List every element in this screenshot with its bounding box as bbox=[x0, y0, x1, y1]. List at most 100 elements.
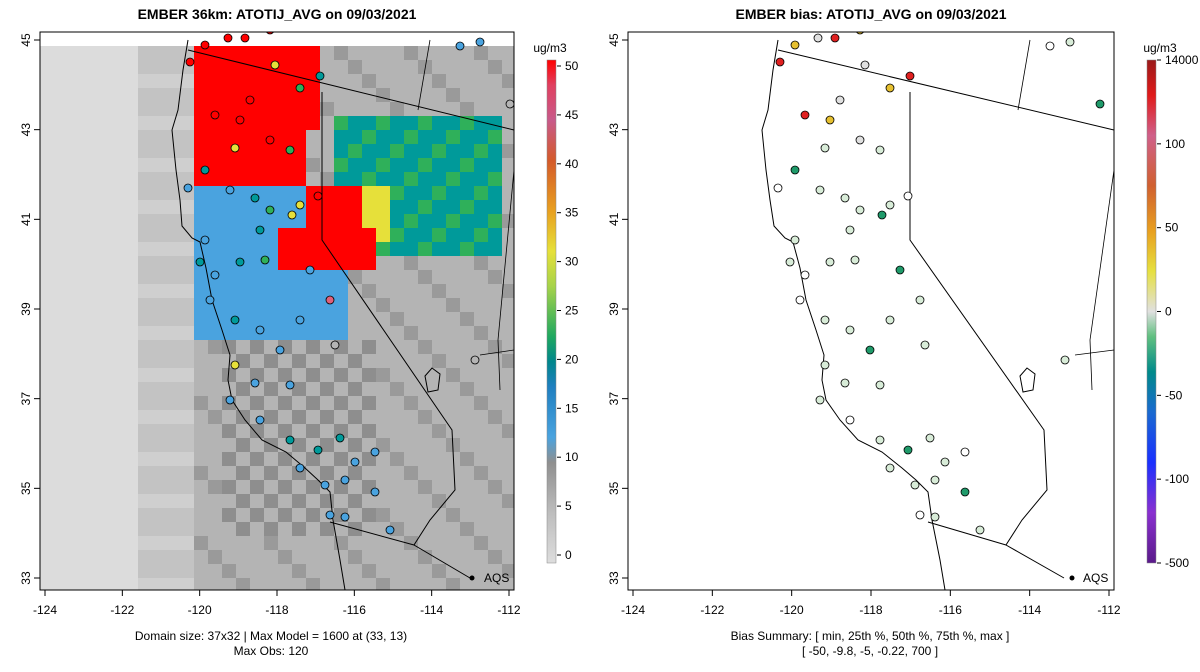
grid-cell bbox=[390, 74, 404, 88]
grid-cell bbox=[376, 494, 390, 508]
grid-cell bbox=[502, 88, 514, 102]
aqs-station-bias bbox=[790, 235, 800, 245]
aqs-station bbox=[295, 463, 305, 473]
grid-cell bbox=[362, 536, 376, 550]
grid-cell bbox=[376, 550, 390, 564]
grid-cell bbox=[68, 214, 82, 228]
grid-cell bbox=[208, 410, 222, 424]
grid-cell bbox=[208, 368, 222, 382]
aqs-station bbox=[325, 510, 335, 520]
grid-cell bbox=[334, 452, 348, 466]
grid-cell bbox=[124, 494, 138, 508]
grid-cell bbox=[208, 508, 222, 522]
grid-cell bbox=[432, 158, 446, 172]
grid-cell bbox=[474, 578, 488, 590]
grid-cell bbox=[404, 214, 418, 228]
grid-cell bbox=[40, 228, 54, 242]
grid-cell bbox=[138, 326, 152, 340]
grid-cell bbox=[278, 200, 292, 214]
grid-cell bbox=[278, 130, 292, 144]
y-tick-label: 45 bbox=[607, 33, 621, 47]
grid-cell bbox=[376, 214, 390, 228]
grid-cell bbox=[236, 480, 250, 494]
grid-cell bbox=[264, 424, 278, 438]
grid-cell bbox=[166, 102, 180, 116]
grid-cell bbox=[264, 340, 278, 354]
grid-cell bbox=[362, 256, 376, 270]
grid-cell bbox=[460, 60, 474, 74]
grid-cell bbox=[474, 60, 488, 74]
grid-cell bbox=[404, 438, 418, 452]
grid-cell bbox=[502, 312, 514, 326]
grid-cell bbox=[236, 186, 250, 200]
grid-cell bbox=[348, 74, 362, 88]
grid-cell bbox=[68, 88, 82, 102]
coastline bbox=[761, 39, 946, 590]
grid-cell bbox=[376, 396, 390, 410]
grid-cell bbox=[152, 368, 166, 382]
grid-cell bbox=[278, 396, 292, 410]
grid-cell bbox=[236, 452, 250, 466]
grid-cell bbox=[222, 550, 236, 564]
right-colorbar-unit: ug/m3 bbox=[1143, 41, 1177, 55]
aqs-station bbox=[230, 360, 240, 370]
grid-cell bbox=[264, 368, 278, 382]
grid-cell bbox=[348, 466, 362, 480]
grid-cell bbox=[348, 550, 362, 564]
grid-cell bbox=[446, 550, 460, 564]
grid-cell bbox=[236, 74, 250, 88]
grid-cell bbox=[446, 242, 460, 256]
grid-cell bbox=[180, 368, 194, 382]
grid-cell bbox=[82, 382, 96, 396]
grid-cell bbox=[40, 522, 54, 536]
colorbar-tick-label: 0 bbox=[1165, 305, 1172, 319]
grid-cell bbox=[82, 88, 96, 102]
grid-cell bbox=[152, 494, 166, 508]
grid-cell bbox=[432, 214, 446, 228]
grid-cell bbox=[348, 578, 362, 590]
aqs-station bbox=[185, 57, 195, 67]
grid-cell bbox=[292, 522, 306, 536]
grid-cell bbox=[194, 424, 208, 438]
grid-cell bbox=[334, 550, 348, 564]
grid-cell bbox=[446, 382, 460, 396]
grid-cell bbox=[180, 452, 194, 466]
grid-cell bbox=[390, 564, 404, 578]
grid-cell bbox=[390, 368, 404, 382]
grid-cell bbox=[82, 74, 96, 88]
grid-cell bbox=[236, 130, 250, 144]
grid-cell bbox=[152, 424, 166, 438]
grid-cell bbox=[152, 46, 166, 60]
grid-cell bbox=[404, 340, 418, 354]
coastline bbox=[171, 39, 346, 590]
grid-cell bbox=[152, 214, 166, 228]
aqs-station-bias bbox=[975, 525, 985, 535]
grid-cell bbox=[278, 256, 292, 270]
grid-cell bbox=[348, 396, 362, 410]
grid-cell bbox=[222, 522, 236, 536]
grid-cell bbox=[124, 270, 138, 284]
grid-cell bbox=[68, 172, 82, 186]
grid-cell bbox=[334, 144, 348, 158]
aqs-station-bias bbox=[895, 265, 905, 275]
grid-cell bbox=[390, 536, 404, 550]
grid-cell bbox=[390, 340, 404, 354]
aqs-station bbox=[255, 225, 265, 235]
grid-cell bbox=[250, 508, 264, 522]
grid-cell bbox=[418, 46, 432, 60]
grid-cell bbox=[418, 200, 432, 214]
grid-cell bbox=[474, 522, 488, 536]
grid-cell bbox=[54, 536, 68, 550]
grid-cell bbox=[194, 172, 208, 186]
grid-cell bbox=[124, 284, 138, 298]
grid-cell bbox=[432, 270, 446, 284]
grid-cell bbox=[208, 74, 222, 88]
grid-cell bbox=[222, 564, 236, 578]
grid-cell bbox=[446, 88, 460, 102]
left-footer-line2: Max Obs: 120 bbox=[234, 644, 309, 658]
grid-cell bbox=[166, 396, 180, 410]
grid-cell bbox=[236, 46, 250, 60]
grid-cell bbox=[40, 284, 54, 298]
grid-cell bbox=[124, 312, 138, 326]
grid-cell bbox=[432, 312, 446, 326]
